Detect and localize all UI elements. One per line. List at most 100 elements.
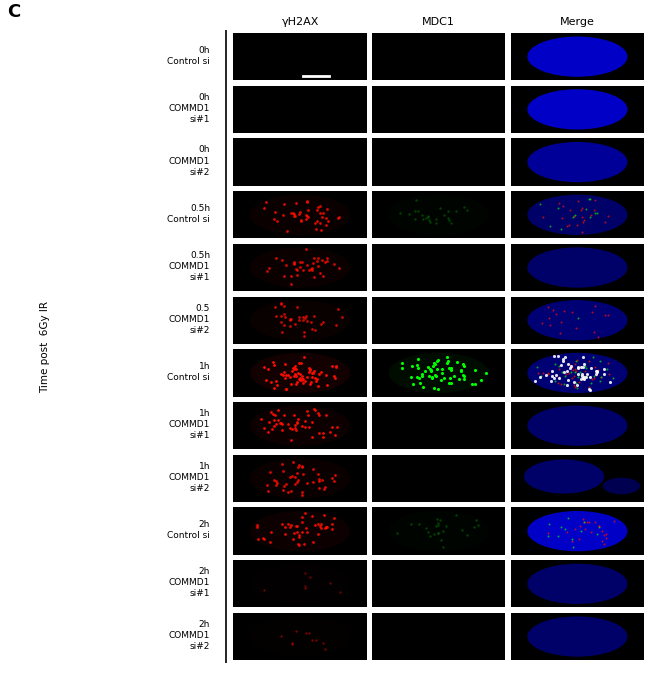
Point	[575, 367, 585, 378]
Point	[592, 528, 603, 539]
Point	[278, 484, 288, 495]
Point	[459, 361, 469, 371]
Point	[417, 368, 427, 379]
Point	[306, 379, 316, 390]
Point	[292, 417, 302, 427]
Point	[264, 417, 274, 427]
Point	[298, 312, 308, 322]
Ellipse shape	[527, 142, 627, 182]
Point	[469, 522, 479, 532]
Point	[532, 361, 542, 372]
Point	[270, 479, 281, 490]
Text: 1h
COMMD1
si#1: 1h COMMD1 si#1	[169, 409, 210, 440]
Point	[329, 476, 339, 487]
Point	[395, 207, 406, 218]
Point	[323, 216, 333, 227]
Point	[599, 216, 610, 227]
Point	[553, 350, 564, 361]
Point	[558, 367, 569, 378]
Point	[285, 207, 296, 218]
Point	[580, 372, 591, 383]
Point	[435, 203, 445, 213]
Point	[290, 423, 300, 433]
Point	[587, 374, 597, 384]
Point	[424, 217, 435, 227]
Point	[458, 369, 469, 380]
Point	[252, 522, 263, 532]
Point	[570, 359, 580, 369]
Point	[308, 537, 318, 548]
Point	[454, 373, 464, 384]
Point	[287, 365, 297, 376]
Point	[263, 486, 273, 497]
Point	[313, 408, 323, 419]
Point	[291, 264, 301, 275]
Point	[285, 522, 296, 532]
Point	[577, 370, 587, 381]
Point	[285, 372, 295, 383]
Point	[588, 371, 599, 382]
Point	[576, 369, 586, 380]
Point	[294, 261, 305, 272]
Point	[317, 208, 328, 219]
Point	[302, 406, 312, 417]
Point	[573, 361, 584, 372]
Point	[309, 311, 319, 322]
Point	[548, 305, 558, 316]
Point	[555, 328, 566, 339]
Point	[294, 357, 304, 368]
Point	[435, 515, 445, 526]
Point	[283, 419, 293, 430]
Point	[577, 227, 587, 238]
Point	[558, 201, 569, 211]
Point	[318, 431, 328, 442]
Point	[287, 457, 298, 468]
Point	[317, 254, 328, 265]
Point	[425, 316, 436, 327]
Point	[268, 415, 279, 425]
Point	[456, 524, 467, 535]
Point	[292, 414, 303, 425]
Point	[300, 422, 310, 433]
Point	[297, 527, 307, 538]
Text: 0h
COMMD1
si#2: 0h COMMD1 si#2	[169, 145, 210, 176]
Point	[331, 361, 341, 371]
Point	[431, 520, 441, 531]
Point	[303, 409, 313, 420]
Point	[292, 270, 302, 281]
Point	[547, 366, 557, 377]
Point	[300, 583, 310, 594]
Ellipse shape	[527, 248, 627, 287]
Point	[596, 371, 606, 382]
Point	[552, 377, 563, 388]
Point	[269, 359, 280, 370]
Point	[581, 363, 592, 374]
Point	[307, 264, 318, 275]
Ellipse shape	[527, 36, 627, 77]
Point	[444, 431, 454, 442]
Point	[543, 518, 554, 529]
Ellipse shape	[527, 194, 627, 235]
Ellipse shape	[250, 511, 350, 551]
Point	[285, 485, 296, 496]
Point	[302, 371, 312, 382]
Point	[578, 370, 589, 381]
Point	[294, 374, 304, 384]
Point	[406, 519, 416, 530]
Point	[304, 366, 315, 377]
Point	[278, 210, 288, 221]
Point	[307, 367, 318, 378]
Point	[291, 378, 302, 389]
Point	[594, 521, 604, 532]
Point	[286, 435, 296, 446]
Point	[279, 409, 289, 420]
Point	[562, 527, 573, 538]
Point	[309, 404, 320, 415]
Point	[260, 197, 270, 207]
Point	[299, 330, 309, 341]
Point	[426, 365, 436, 376]
Text: γH2AX: γH2AX	[281, 17, 318, 27]
Point	[318, 483, 329, 494]
Point	[296, 517, 307, 528]
Point	[298, 469, 309, 480]
